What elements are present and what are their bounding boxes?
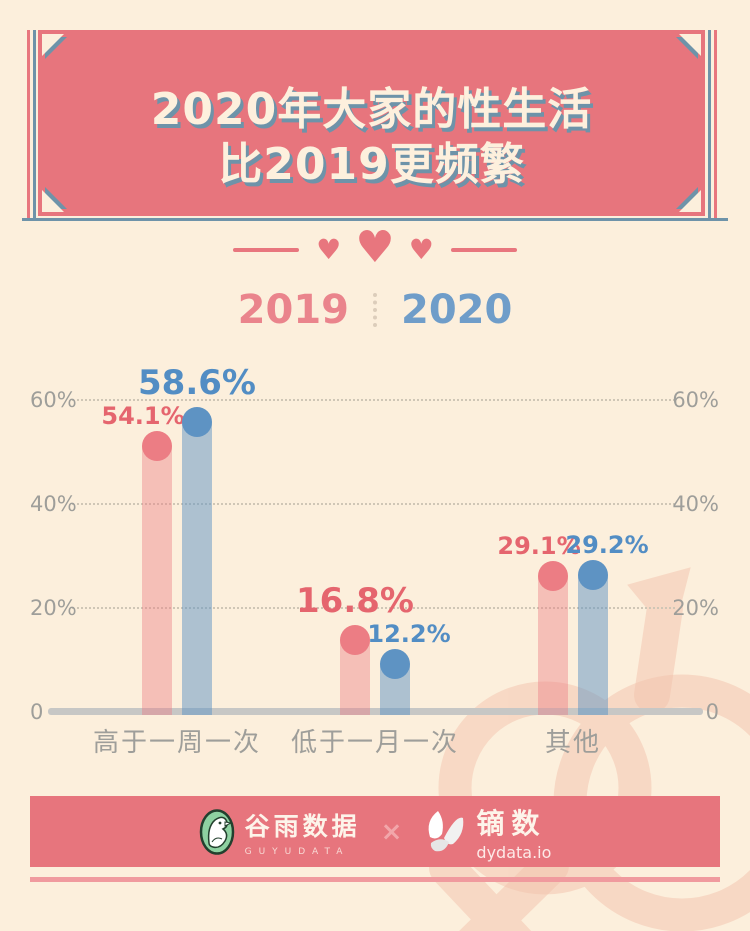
multiply-separator-icon: × (380, 816, 403, 847)
guyudata-bird-logo-icon (199, 808, 234, 855)
footer-stripe (30, 877, 720, 882)
heart-icon: ♥ (316, 233, 342, 266)
title-line-2: 比2019更频繁 (218, 139, 525, 190)
banner-bottom-rule (22, 218, 728, 221)
bar-dot-2019-2 (538, 560, 568, 591)
guyudata-brand: 谷雨数据 GUYUDATA (245, 807, 361, 857)
grid-line-40 (72, 503, 675, 505)
y-axis-label-right: 20% (672, 596, 719, 620)
value-label-2020-2: 29.2% (565, 531, 649, 560)
bar-dot-2020-2 (578, 560, 608, 591)
dydata-butterfly-logo-icon (429, 810, 464, 851)
footer-band: 谷雨数据 GUYUDATA × 镝数 dydata.io (30, 796, 720, 867)
category-label-1: 低于一月一次 (290, 728, 460, 758)
title-line-1: 2020年大家的性生活 (150, 84, 593, 135)
heart-icon: ♥ (355, 222, 395, 273)
dydata-brand: 镝数 dydata.io (476, 802, 551, 862)
y-axis-label-left: 60% (30, 388, 77, 412)
banner-frame-line-left-inner (33, 30, 36, 219)
bar-2019-0 (142, 445, 172, 715)
legend-2020: 2020 (401, 287, 513, 333)
bar-dot-2020-1 (380, 648, 410, 679)
title-banner: 2020年大家的性生活 比2019更频繁 (38, 30, 705, 216)
guyudata-subtitle: GUYUDATA (244, 846, 350, 857)
bar-dot-2019-0 (142, 430, 172, 461)
value-label-2020-0: 58.6% (138, 363, 256, 404)
grid-line-60 (72, 399, 675, 401)
y-axis-label-right: 40% (672, 492, 719, 516)
chart-legend: 2019 2020 (0, 284, 750, 336)
banner-frame-line-left-outer (27, 30, 30, 219)
y-axis-label-right: 60% (672, 388, 719, 412)
page-title: 2020年大家的性生活 比2019更频繁 (38, 82, 705, 192)
corner-ornament-icon (42, 34, 64, 56)
category-label-0: 高于一周一次 (92, 728, 262, 758)
y-axis-label-left: 0 (30, 700, 44, 724)
guyudata-name: 谷雨数据 (244, 811, 361, 841)
banner-frame-line-right-outer (714, 30, 717, 219)
value-label-2019-2: 29.1% (497, 531, 581, 560)
value-label-2020-1: 12.2% (367, 619, 451, 648)
bar-2020-2 (578, 575, 608, 715)
y-axis-label-left: 20% (30, 596, 77, 620)
hearts-divider: ♥ ♥ ♥ (0, 226, 750, 274)
bar-2020-0 (182, 422, 212, 715)
legend-2019: 2019 (237, 287, 349, 333)
dydata-name: 镝数 (476, 806, 547, 840)
legend-divider-line (373, 293, 377, 327)
bar-dot-2020-0 (182, 407, 212, 438)
female-cross-leg (459, 848, 569, 931)
y-axis-label-left: 40% (30, 492, 77, 516)
heart-icon: ♥ (408, 233, 434, 266)
male-arrow-head (627, 567, 691, 640)
value-label-2019-0: 54.1% (101, 401, 185, 430)
x-axis-baseline (48, 708, 703, 715)
dydata-url: dydata.io (476, 842, 552, 862)
divider-line (233, 248, 300, 252)
category-label-2: 其他 (544, 728, 602, 758)
grid-line-20 (72, 607, 675, 609)
bar-dot-2019-1 (340, 624, 370, 655)
bar-2019-2 (538, 575, 568, 715)
banner-frame-line-right-inner (708, 30, 711, 219)
value-label-2019-1: 16.8% (296, 580, 414, 621)
divider-line (450, 248, 517, 252)
y-axis-label-right: 0 (705, 700, 719, 724)
